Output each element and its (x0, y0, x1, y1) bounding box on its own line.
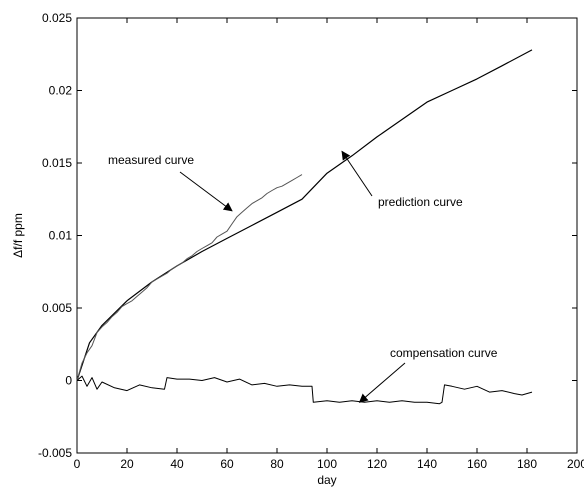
y-tick-label: 0.025 (42, 11, 72, 25)
series-measured-curve (76, 174, 303, 381)
annotation-label: prediction curve (378, 195, 463, 209)
annotation-label: compensation curve (390, 346, 498, 360)
x-tick-label: 140 (417, 457, 437, 471)
x-tick-label: 200 (567, 457, 584, 471)
x-tick-label: 20 (120, 457, 134, 471)
y-tick-label: 0 (65, 374, 72, 388)
y-tick-label: -0.005 (38, 446, 72, 460)
x-tick-label: 80 (270, 457, 284, 471)
y-tick-label: 0.02 (49, 84, 73, 98)
y-tick-label: 0.015 (42, 156, 72, 170)
x-tick-label: 60 (220, 457, 234, 471)
x-tick-label: 160 (467, 457, 487, 471)
x-axis-label: day (317, 473, 336, 487)
annotation-arrow (341, 150, 373, 197)
y-axis-label: Δf/f ppm (11, 213, 25, 258)
x-tick-label: 120 (367, 457, 387, 471)
x-tick-label: 0 (74, 457, 81, 471)
y-tick-label: 0.01 (49, 229, 73, 243)
y-tick-label: 0.005 (42, 301, 72, 315)
annotation-arrow (179, 171, 233, 212)
x-tick-label: 100 (317, 457, 337, 471)
annotation-arrow (358, 362, 406, 403)
series-prediction-curve (76, 49, 533, 381)
x-tick-label: 180 (517, 457, 537, 471)
x-tick-label: 40 (170, 457, 184, 471)
annotation-label: measured curve (108, 153, 194, 167)
series-compensation-curve (76, 375, 533, 405)
